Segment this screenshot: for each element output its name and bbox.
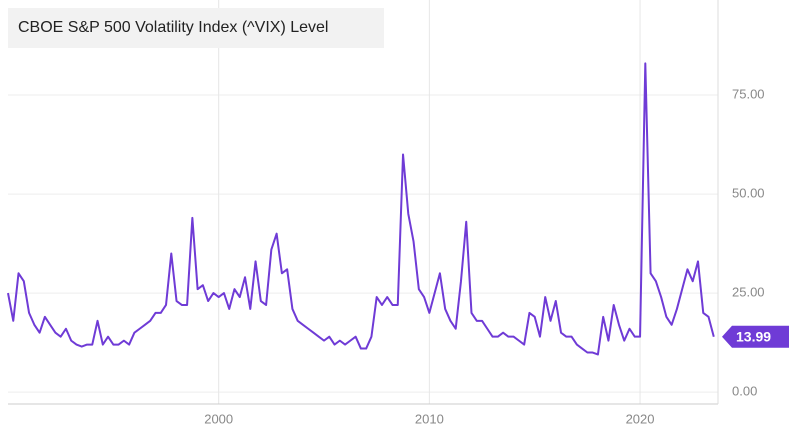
y-tick-label: 25.00 — [732, 285, 765, 300]
x-tick-label: 2010 — [415, 411, 444, 426]
chart-title: CBOE S&P 500 Volatility Index (^VIX) Lev… — [18, 19, 328, 36]
x-tick-label: 2020 — [626, 411, 655, 426]
y-tick-label: 0.00 — [732, 384, 757, 399]
y-tick-label: 75.00 — [732, 86, 765, 101]
title-box — [8, 8, 384, 48]
y-tick-label: 50.00 — [732, 186, 765, 201]
x-tick-label: 2000 — [204, 411, 233, 426]
line — [7, 62, 715, 356]
last-value-label: 13.99 — [736, 328, 771, 344]
last-value-tag — [722, 325, 789, 348]
